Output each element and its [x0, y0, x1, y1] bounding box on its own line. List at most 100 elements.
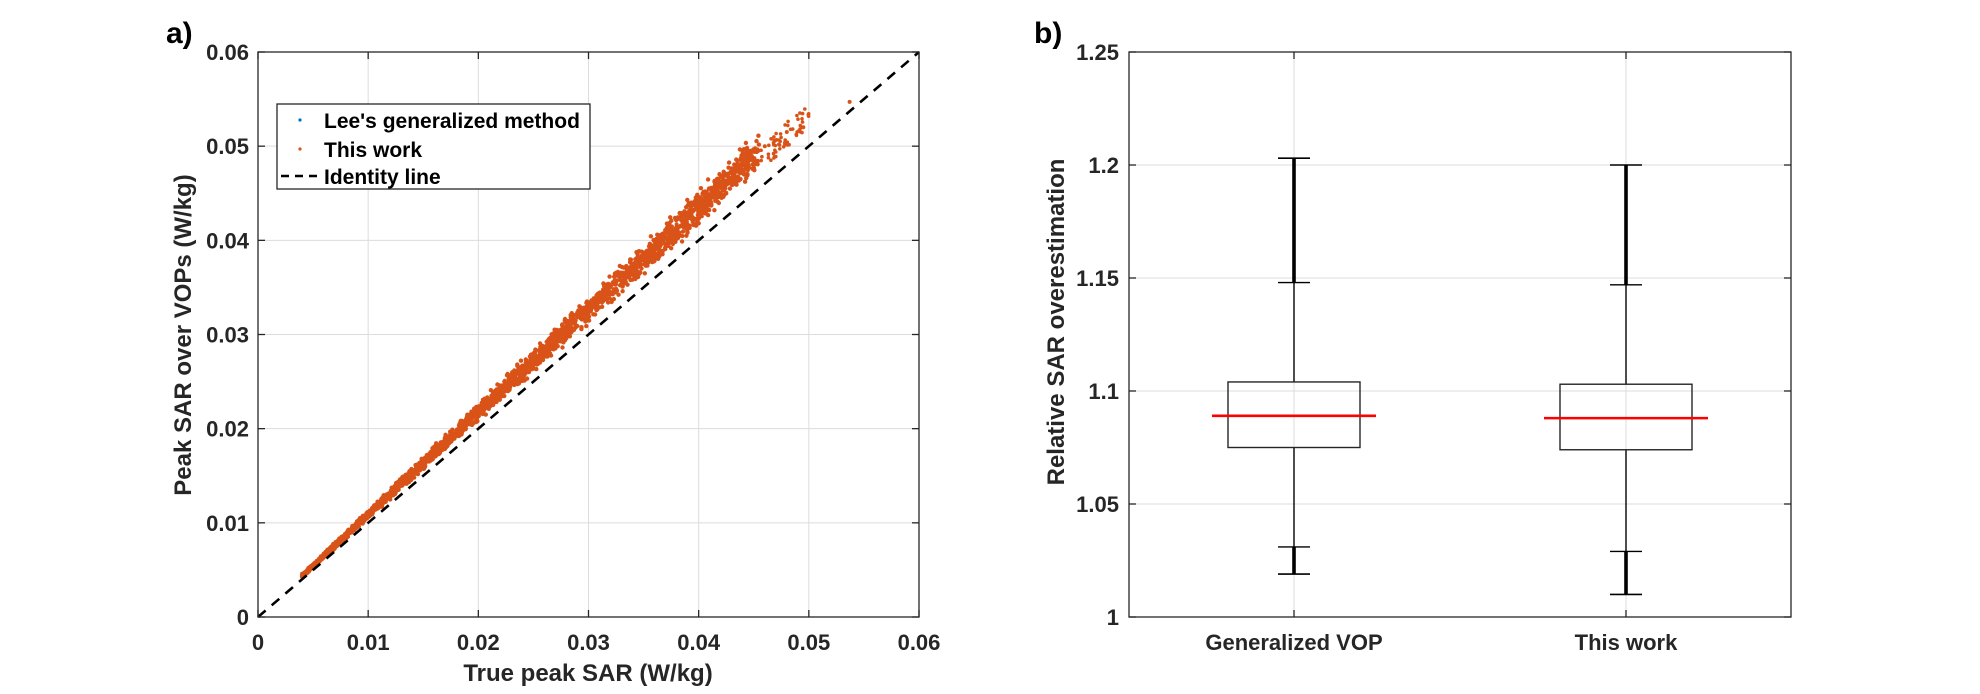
scatter-point	[796, 117, 800, 121]
scatter-point	[759, 148, 763, 153]
scatter-point	[795, 130, 799, 134]
scatter-point	[649, 254, 654, 259]
scatter-point	[735, 178, 740, 183]
scatter-point	[847, 99, 852, 104]
scatter-point	[355, 522, 360, 527]
scatter-point	[695, 212, 701, 218]
scatter-point	[649, 244, 654, 249]
scatter-point	[627, 274, 632, 279]
scatter-point	[711, 185, 716, 190]
scatter-point	[443, 432, 448, 437]
scatter-point	[703, 204, 709, 210]
scatter-point	[683, 220, 689, 226]
scatter-point	[674, 222, 679, 227]
scatter-point	[594, 293, 599, 298]
scatter-point	[698, 186, 704, 191]
scatter-point	[506, 386, 511, 392]
scatter-point	[537, 347, 542, 353]
scatter-point	[786, 123, 790, 128]
scatter-point	[654, 237, 659, 243]
legend-box	[276, 103, 591, 190]
legend-label-lee: Lee's generalized method	[324, 110, 580, 133]
scatter-point	[641, 252, 646, 257]
scatter-point	[362, 516, 368, 521]
scatter-point	[436, 451, 441, 457]
scatter-point	[679, 213, 684, 218]
scatter-point	[648, 234, 654, 239]
scatter-point	[445, 443, 450, 449]
scatter-point	[657, 237, 663, 242]
y-axis-label: Peak SAR over VOPs (W/kg)	[170, 174, 197, 495]
scatter-point	[663, 242, 669, 247]
scatter-point	[742, 179, 748, 184]
scatter-point	[533, 348, 539, 353]
scatter-point	[550, 339, 555, 345]
y-tick-label: 1	[1107, 605, 1119, 630]
legend: Lee's generalized method This work Ident…	[276, 103, 591, 190]
scatter-point	[344, 531, 349, 536]
scatter-point	[409, 472, 414, 477]
scatter-point	[534, 357, 539, 362]
scatter-point	[745, 173, 750, 178]
scatter-point	[726, 160, 732, 165]
scatter-point	[490, 392, 495, 397]
scatter-point	[754, 149, 759, 154]
scatter-point	[613, 281, 618, 286]
scatter-point	[564, 330, 570, 335]
scatter-point	[524, 366, 529, 372]
scatter-point	[409, 467, 415, 472]
scatter-point	[628, 257, 634, 262]
scatter-point	[799, 125, 804, 130]
scatter-point	[334, 541, 339, 547]
y-tick-label: 0.04	[206, 228, 250, 253]
scatter-point	[396, 479, 401, 484]
scatter-point	[634, 272, 640, 278]
scatter-panel: a) 0 0.01 0.02 0.03 0.04 0.05 0.06 0 0.01 0.02 0.…	[166, 17, 940, 687]
scatter-point	[586, 304, 591, 309]
scatter-point	[554, 331, 560, 337]
scatter-point	[625, 266, 630, 271]
scatter-point	[583, 305, 588, 311]
scatter-point	[300, 571, 305, 576]
scatter-point	[584, 323, 589, 329]
scatter-point	[724, 191, 729, 196]
scatter-point	[686, 213, 692, 218]
scatter-point	[492, 389, 497, 394]
scatter-point	[600, 289, 605, 294]
scatter-point	[706, 186, 712, 191]
scatter-point	[679, 239, 685, 244]
scatter-point	[548, 336, 553, 341]
scatter-point	[521, 372, 526, 378]
scatter-point	[465, 420, 470, 425]
scatter-point	[494, 394, 499, 399]
scatter-point	[607, 274, 612, 279]
scatter-point	[442, 439, 447, 445]
scatter-point	[616, 292, 621, 297]
scatter-point	[774, 131, 778, 136]
scatter-point	[503, 380, 508, 385]
scatter-point	[516, 371, 522, 376]
scatter-point	[531, 356, 536, 360]
scatter-point	[574, 312, 579, 317]
scatter-point	[317, 558, 322, 563]
scatter-point	[786, 119, 790, 124]
scatter-point	[712, 193, 717, 199]
scatter-point	[558, 331, 564, 337]
scatter-point	[391, 490, 396, 495]
scatter-point	[730, 178, 735, 184]
scatter-point	[638, 255, 644, 261]
scatter-point	[660, 232, 665, 237]
scatter-point	[631, 271, 636, 277]
scatter-point	[716, 200, 721, 206]
scatter-point	[689, 203, 694, 209]
scatter-point	[696, 200, 701, 205]
legend-marker-lee	[298, 118, 302, 122]
y-tick-labels: 0 0.01 0.02 0.03 0.04 0.05 0.06	[206, 40, 250, 630]
scatter-point	[304, 569, 309, 574]
scatter-point	[766, 152, 771, 156]
scatter-point	[520, 366, 525, 371]
scatter-point	[747, 157, 752, 163]
scatter-point	[743, 140, 749, 146]
scatter-point	[794, 133, 799, 138]
scatter-point	[800, 130, 804, 135]
